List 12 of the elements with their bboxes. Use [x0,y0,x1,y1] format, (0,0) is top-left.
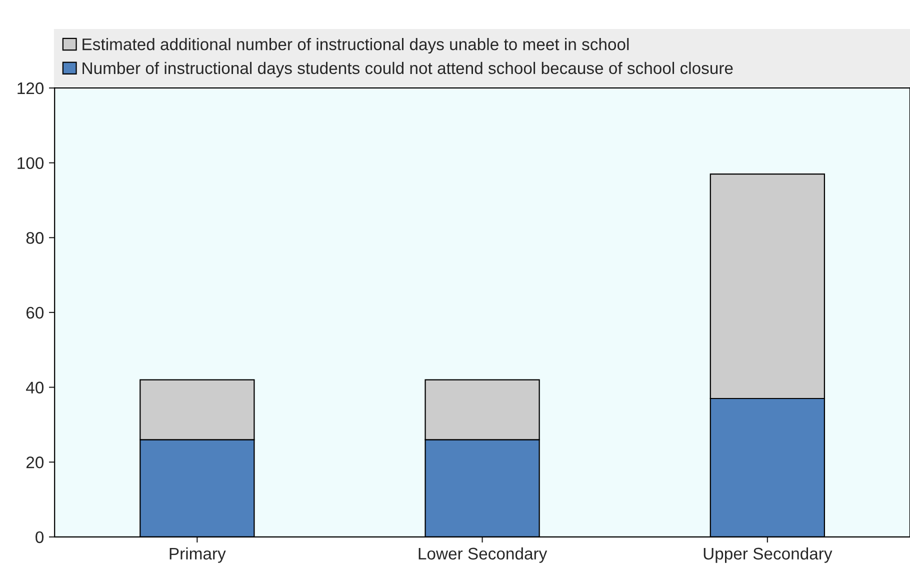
x-tick-label: Primary [170,547,226,563]
x-tick-label: Upper Secondary [704,547,832,563]
y-tick-label: 20 [26,456,44,468]
x-tick-label: Lower Secondary [418,547,548,563]
y-tick-label: 0 [36,531,44,544]
legend-label: Estimated additional number of instructional days unable to meet in school [82,38,629,54]
y-tick-label: 40 [26,382,44,394]
legend-label: Number of instructional days students could not attend school because of school closure [82,62,733,78]
y-tick-label: 100 [18,157,44,170]
y-tick-label: 60 [26,306,44,319]
y-tick-label: 120 [18,82,44,94]
y-tick-label: 80 [26,232,44,244]
